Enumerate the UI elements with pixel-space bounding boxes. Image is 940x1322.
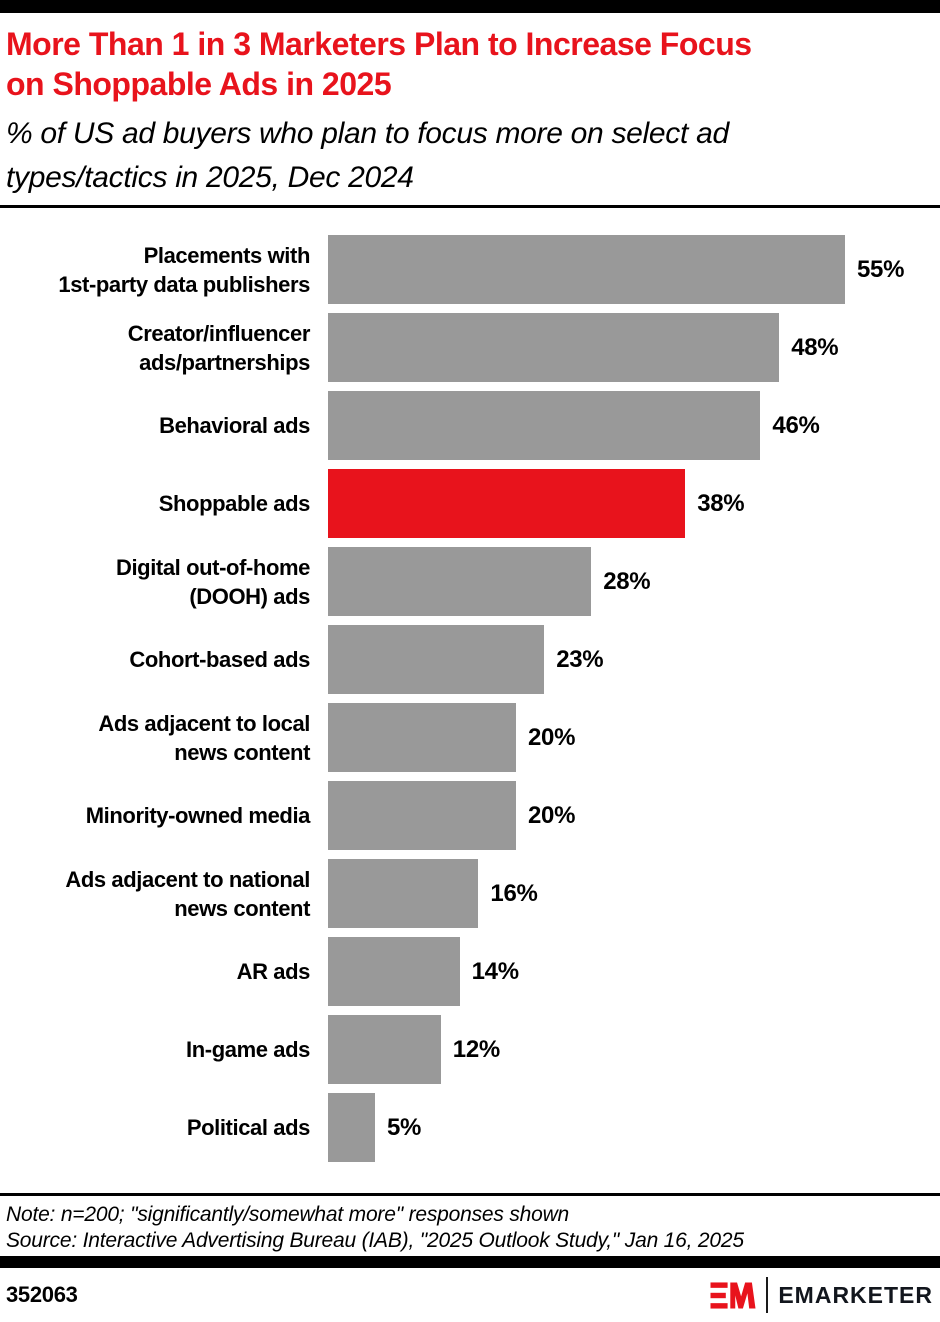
- bar: [328, 547, 592, 616]
- bar: [328, 703, 516, 772]
- bar-value-label: 16%: [490, 879, 538, 907]
- category-label: In-game ads: [186, 1037, 310, 1062]
- header-divider: [0, 205, 940, 208]
- logo-separator: [766, 1277, 769, 1313]
- bar: [328, 859, 479, 928]
- chart-row: Minority-owned media 20%: [0, 781, 940, 850]
- bar-value-label: 20%: [528, 723, 576, 751]
- bar-value-label: 55%: [857, 255, 905, 283]
- bar: [328, 235, 845, 304]
- emarketer-logo: EMARKETER: [710, 1277, 933, 1313]
- bar-value-label: 20%: [528, 801, 576, 829]
- category-label: Creator/influencer ads/partnerships: [127, 320, 311, 375]
- category-label: Minority-owned media: [85, 803, 311, 828]
- chart-subtitle: % of US ad buyers who plan to focus more…: [6, 117, 729, 194]
- footnotes: Note: n=200; "significantly/somewhat mor…: [0, 1196, 940, 1256]
- chart-id: 352063: [6, 1282, 78, 1307]
- em-logo-icon: [710, 1281, 756, 1309]
- chart-title: More Than 1 in 3 Marketers Plan to Incre…: [6, 26, 752, 102]
- bar: [328, 625, 545, 694]
- note-text: Note: n=200; "significantly/somewhat mor…: [6, 1203, 570, 1226]
- category-label: Cohort-based ads: [129, 647, 310, 672]
- bar: [328, 937, 460, 1006]
- chart-row: Behavioral ads 46%: [0, 391, 940, 460]
- top-accent-bar: [0, 0, 940, 13]
- bar-value-label: 38%: [697, 489, 745, 517]
- bar: [328, 1015, 441, 1084]
- emarketer-wordmark: EMARKETER: [778, 1281, 933, 1308]
- bar: [328, 391, 761, 460]
- chart-row: Political ads 5%: [0, 1093, 940, 1162]
- bar-value-label: 28%: [603, 567, 651, 595]
- footer-divider-bar: [0, 1256, 940, 1268]
- notes-divider: [0, 1193, 940, 1196]
- chart-header: More Than 1 in 3 Marketers Plan to Incre…: [0, 13, 940, 205]
- chart-row: In-game ads 12%: [0, 1015, 940, 1084]
- bar-value-label: 46%: [772, 411, 820, 439]
- bar-value-label: 14%: [471, 957, 519, 985]
- category-label: AR ads: [236, 959, 311, 984]
- footer: 352063 EMARKETER: [0, 1268, 940, 1322]
- chart-row: Placements with 1st-party data publisher…: [0, 235, 940, 304]
- category-label: Digital out-of-home (DOOH) ads: [115, 554, 310, 609]
- chart-row: Cohort-based ads 23%: [0, 625, 940, 694]
- bar: [328, 313, 780, 382]
- bar-value-label: 23%: [556, 645, 604, 673]
- bar-chart: Placements with 1st-party data publisher…: [0, 208, 940, 1193]
- chart-row: AR ads 14%: [0, 937, 940, 1006]
- bar-value-label: 48%: [791, 333, 839, 361]
- bar-value-label: 5%: [387, 1113, 422, 1141]
- chart-row: Digital out-of-home (DOOH) ads 28%: [0, 547, 940, 616]
- bar: [328, 469, 686, 538]
- bar: [328, 781, 516, 850]
- bar: [328, 1093, 375, 1162]
- chart-row: Creator/influencer ads/partnerships 48%: [0, 313, 940, 382]
- category-label: Political ads: [186, 1115, 311, 1140]
- bar-value-label: 12%: [452, 1035, 500, 1063]
- source-text: Source: Interactive Advertising Bureau (…: [6, 1229, 744, 1252]
- category-label: Ads adjacent to local news content: [98, 710, 310, 765]
- category-label: Behavioral ads: [159, 413, 310, 438]
- chart-row: Ads adjacent to national news content 16…: [0, 859, 940, 928]
- chart-row: Shoppable ads 38%: [0, 469, 940, 538]
- chart-row: Ads adjacent to local news content 20%: [0, 703, 940, 772]
- category-label: Ads adjacent to national news content: [65, 866, 310, 921]
- category-label: Placements with 1st-party data publisher…: [58, 242, 310, 297]
- category-label: Shoppable ads: [158, 491, 311, 516]
